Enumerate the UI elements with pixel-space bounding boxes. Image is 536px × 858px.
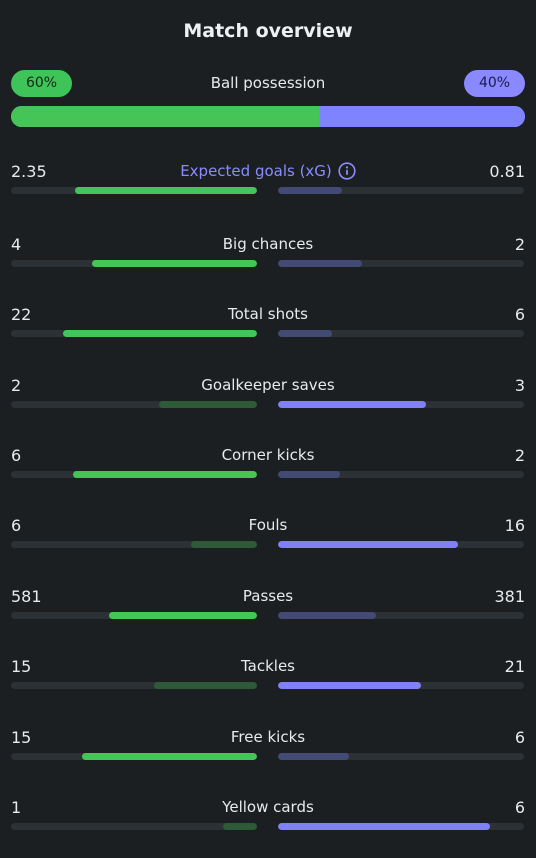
- stat-row: 6 Corner kicks 2: [0, 446, 536, 506]
- stat-home-bar-track: [11, 471, 257, 478]
- stat-label: Total shots: [0, 305, 536, 323]
- stat-home-value: 2.35: [11, 162, 47, 181]
- stat-row: 1 Yellow cards 6: [0, 798, 536, 858]
- stat-away-bar-fill: [278, 471, 340, 478]
- stat-label: Tackles: [0, 657, 536, 675]
- stat-row: 22 Total shots 6: [0, 305, 536, 365]
- stat-away-bar-track: [278, 612, 524, 619]
- stat-label-text: Corner kicks: [221, 446, 315, 464]
- stat-row: 2 Goalkeeper saves 3: [0, 376, 536, 436]
- stat-label-text: Goalkeeper saves: [201, 376, 335, 394]
- away-possession-badge: 40%: [464, 70, 525, 97]
- info-icon[interactable]: [338, 162, 356, 180]
- stat-away-bar-track: [278, 682, 524, 689]
- stat-label: Passes: [0, 587, 536, 605]
- stat-row: 15 Free kicks 6: [0, 728, 536, 788]
- stat-home-bar-fill: [158, 401, 257, 408]
- stat-home-value: 1: [11, 798, 22, 817]
- stat-away-value: 2: [514, 446, 525, 465]
- stat-away-bar-fill: [278, 823, 490, 830]
- stat-row: 4 Big chances 2: [0, 235, 536, 295]
- stat-away-bar-track: [278, 471, 524, 478]
- stat-away-bar-fill: [278, 682, 421, 689]
- stat-label[interactable]: Expected goals (xG): [0, 162, 536, 180]
- stat-home-value: 15: [11, 728, 32, 747]
- stat-row: 6 Fouls 16: [0, 516, 536, 576]
- stat-away-value: 16: [504, 516, 525, 535]
- stat-home-bar-track: [11, 823, 257, 830]
- stat-label: Free kicks: [0, 728, 536, 746]
- stat-home-bar-track: [11, 753, 257, 760]
- stat-label-text: Free kicks: [230, 728, 306, 746]
- stat-away-bar-track: [278, 753, 524, 760]
- home-possession-badge: 60%: [11, 70, 72, 97]
- stat-home-bar-track: [11, 330, 257, 337]
- stat-away-value: 6: [514, 728, 525, 747]
- stat-away-bar-fill: [278, 541, 458, 548]
- stat-label-text: Fouls: [248, 516, 288, 534]
- stat-away-value: 0.81: [489, 162, 525, 181]
- stat-row: 15 Tackles 21: [0, 657, 536, 717]
- stat-home-bar-fill: [74, 187, 257, 194]
- stat-away-value: 21: [504, 657, 525, 676]
- stat-away-bar-fill: [278, 753, 350, 760]
- stat-away-bar-fill: [278, 401, 426, 408]
- stat-home-bar-track: [11, 682, 257, 689]
- stat-away-bar-track: [278, 541, 524, 548]
- stat-home-bar-track: [11, 260, 257, 267]
- stat-home-bar-fill: [62, 330, 257, 337]
- stat-home-bar-track: [11, 612, 257, 619]
- stat-home-bar-fill: [190, 541, 257, 548]
- stat-away-bar-track: [278, 401, 524, 408]
- stat-away-value: 6: [514, 798, 525, 817]
- stat-home-bar-fill: [92, 260, 257, 267]
- stat-away-bar-track: [278, 823, 524, 830]
- stat-away-value: 381: [494, 587, 525, 606]
- stat-away-bar-fill: [278, 187, 342, 194]
- stat-away-bar-fill: [278, 612, 377, 619]
- stat-label: Corner kicks: [0, 446, 536, 464]
- stat-home-bar-fill: [109, 612, 257, 619]
- stat-label: Fouls: [0, 516, 536, 534]
- stat-label-text: Total shots: [228, 305, 308, 323]
- stat-home-bar-fill: [72, 471, 257, 478]
- stat-home-bar-fill: [153, 682, 257, 689]
- stat-home-value: 4: [11, 235, 22, 254]
- stat-label-text: Big chances: [222, 235, 314, 253]
- stat-away-bar-track: [278, 260, 524, 267]
- stat-home-value: 581: [11, 587, 42, 606]
- stat-label: Yellow cards: [0, 798, 536, 816]
- stat-home-value: 6: [11, 446, 22, 465]
- stat-away-bar-track: [278, 330, 524, 337]
- stat-home-bar-fill: [222, 823, 257, 830]
- stat-away-bar-track: [278, 187, 524, 194]
- stat-label: Goalkeeper saves: [0, 376, 536, 394]
- possession-bar: [11, 106, 525, 127]
- stat-label-text: Yellow cards: [222, 798, 314, 816]
- stat-label-text: Expected goals (xG): [180, 162, 332, 180]
- stat-home-value: 6: [11, 516, 22, 535]
- stat-home-bar-fill: [82, 753, 257, 760]
- stat-label-text: Tackles: [240, 657, 296, 675]
- stat-home-value: 15: [11, 657, 32, 676]
- possession-home-fill: [11, 106, 320, 127]
- stat-away-value: 3: [514, 376, 525, 395]
- stat-away-bar-fill: [278, 260, 362, 267]
- possession-away-fill: [319, 106, 525, 127]
- stat-row: 581 Passes 381: [0, 587, 536, 647]
- stat-away-value: 2: [514, 235, 525, 254]
- stat-home-value: 2: [11, 376, 22, 395]
- stat-home-bar-track: [11, 401, 257, 408]
- stat-label: Big chances: [0, 235, 536, 253]
- stat-row: 2.35 Expected goals (xG) 0.81: [0, 162, 536, 222]
- stat-label-text: Passes: [242, 587, 294, 605]
- stat-away-value: 6: [514, 305, 525, 324]
- match-overview-title: Match overview: [183, 20, 353, 42]
- stat-home-bar-track: [11, 541, 257, 548]
- possession-label: Ball possession: [210, 74, 326, 92]
- stat-home-value: 22: [11, 305, 32, 324]
- stat-away-bar-fill: [278, 330, 333, 337]
- stat-home-bar-track: [11, 187, 257, 194]
